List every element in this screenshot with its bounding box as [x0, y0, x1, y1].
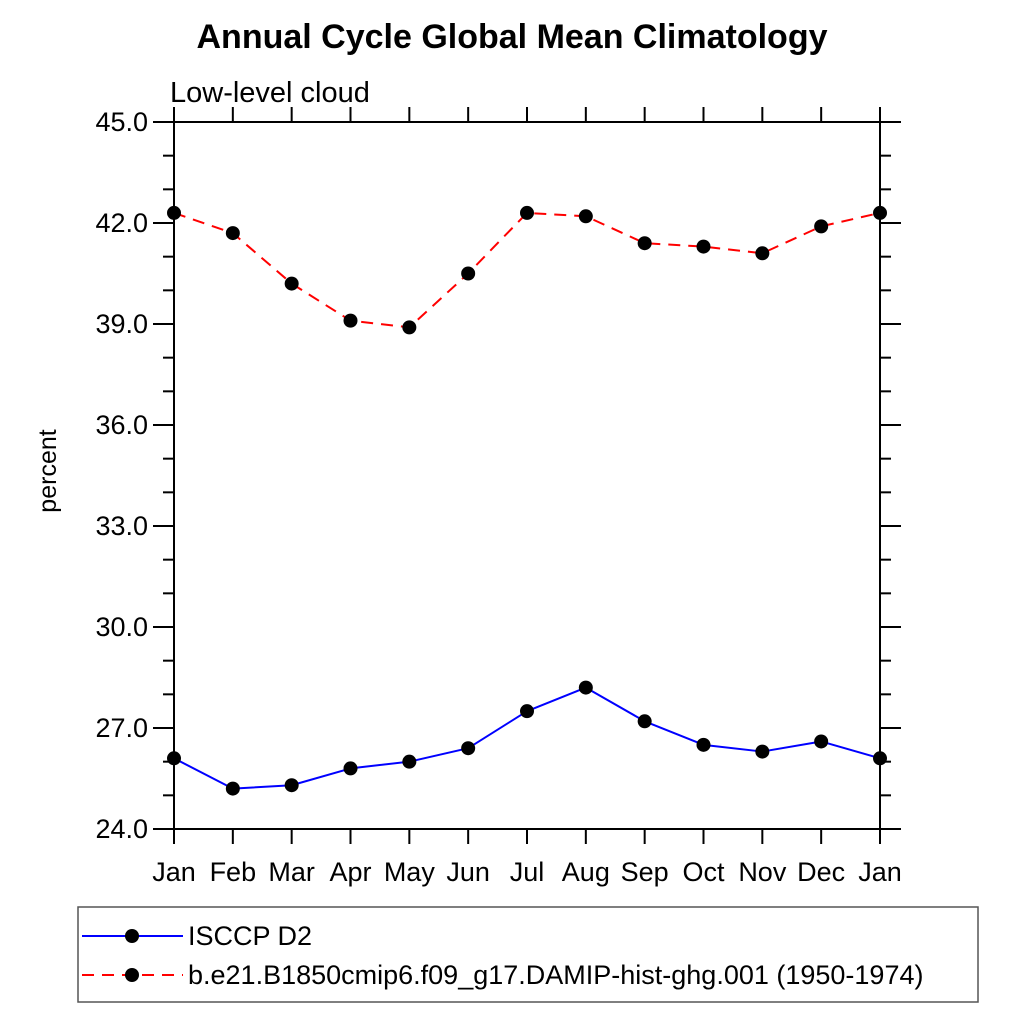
y-tick-label: 45.0	[95, 107, 148, 137]
series-line-0	[173, 686, 881, 790]
x-tick-label: Sep	[621, 857, 669, 887]
y-tick-label: 24.0	[95, 814, 148, 844]
data-point-marker	[814, 734, 829, 749]
data-point-marker	[873, 751, 887, 766]
data-point-marker	[461, 741, 476, 756]
series-group	[167, 205, 887, 796]
data-point-marker	[873, 205, 887, 220]
data-point-marker	[637, 714, 652, 729]
data-point-marker	[578, 209, 593, 224]
series-line-1	[173, 211, 881, 329]
chart-title: Annual Cycle Global Mean Climatology	[197, 18, 828, 56]
data-point-marker	[520, 704, 534, 719]
legend-box	[77, 906, 979, 1003]
legend-label-model-run: b.e21.B1850cmip6.f09_g17.DAMIP-hist-ghg.…	[188, 960, 923, 990]
x-tick-label: Dec	[797, 857, 845, 887]
x-tick-label: Jul	[510, 857, 545, 887]
legend: ISCCP D2 b.e21.B1850cmip6.f09_g17.DAMIP-…	[77, 906, 979, 1003]
data-point-marker	[520, 205, 534, 220]
x-tick-label: Aug	[562, 857, 610, 887]
legend-label-isccp-d2: ISCCP D2	[188, 921, 312, 951]
x-tick-label: Oct	[682, 857, 725, 887]
x-tick-label: Jan	[152, 857, 196, 887]
y-tick-label: 42.0	[95, 208, 148, 238]
data-point-marker	[167, 751, 181, 766]
x-tick-label: Jun	[446, 857, 490, 887]
y-tick-label: 33.0	[95, 511, 148, 541]
data-point-marker	[755, 246, 770, 261]
chart-subtitle: Low-level cloud	[170, 77, 370, 109]
data-point-marker	[696, 737, 711, 752]
data-point-marker	[225, 781, 240, 796]
data-point-marker	[461, 266, 476, 281]
data-point-marker	[343, 313, 358, 328]
axes: 24.0 27.0 30.0 33.0 36.0 39.0 42.0 45.0 Jan Feb Ma…	[95, 107, 902, 887]
y-tick-label: 30.0	[95, 612, 148, 642]
data-point-marker	[343, 761, 358, 776]
data-point-marker	[284, 778, 299, 793]
x-tick-label: Apr	[329, 857, 371, 887]
y-axis-label: percent	[34, 429, 62, 512]
legend-marker-0	[125, 929, 139, 943]
x-tick-label: Mar	[268, 857, 315, 887]
x-tick-label: May	[384, 857, 436, 887]
data-point-marker	[225, 226, 240, 241]
data-point-marker	[814, 219, 829, 234]
plot-frame	[173, 121, 881, 830]
data-point-marker	[578, 680, 593, 695]
data-point-marker	[755, 744, 770, 759]
x-tick-label: Jan	[858, 857, 902, 887]
data-point-marker	[696, 239, 711, 254]
data-point-marker	[637, 236, 652, 251]
legend-samples	[82, 929, 183, 982]
x-tick-label: Nov	[738, 857, 787, 887]
x-tick-label: Feb	[210, 857, 257, 887]
data-point-marker	[402, 320, 417, 335]
data-point-marker	[402, 754, 417, 769]
y-tick-label: 36.0	[95, 410, 148, 440]
y-tick-label: 39.0	[95, 309, 148, 339]
data-point-marker	[284, 276, 299, 291]
y-tick-label: 27.0	[95, 713, 148, 743]
legend-marker-1	[125, 968, 139, 982]
data-point-marker	[167, 205, 181, 220]
